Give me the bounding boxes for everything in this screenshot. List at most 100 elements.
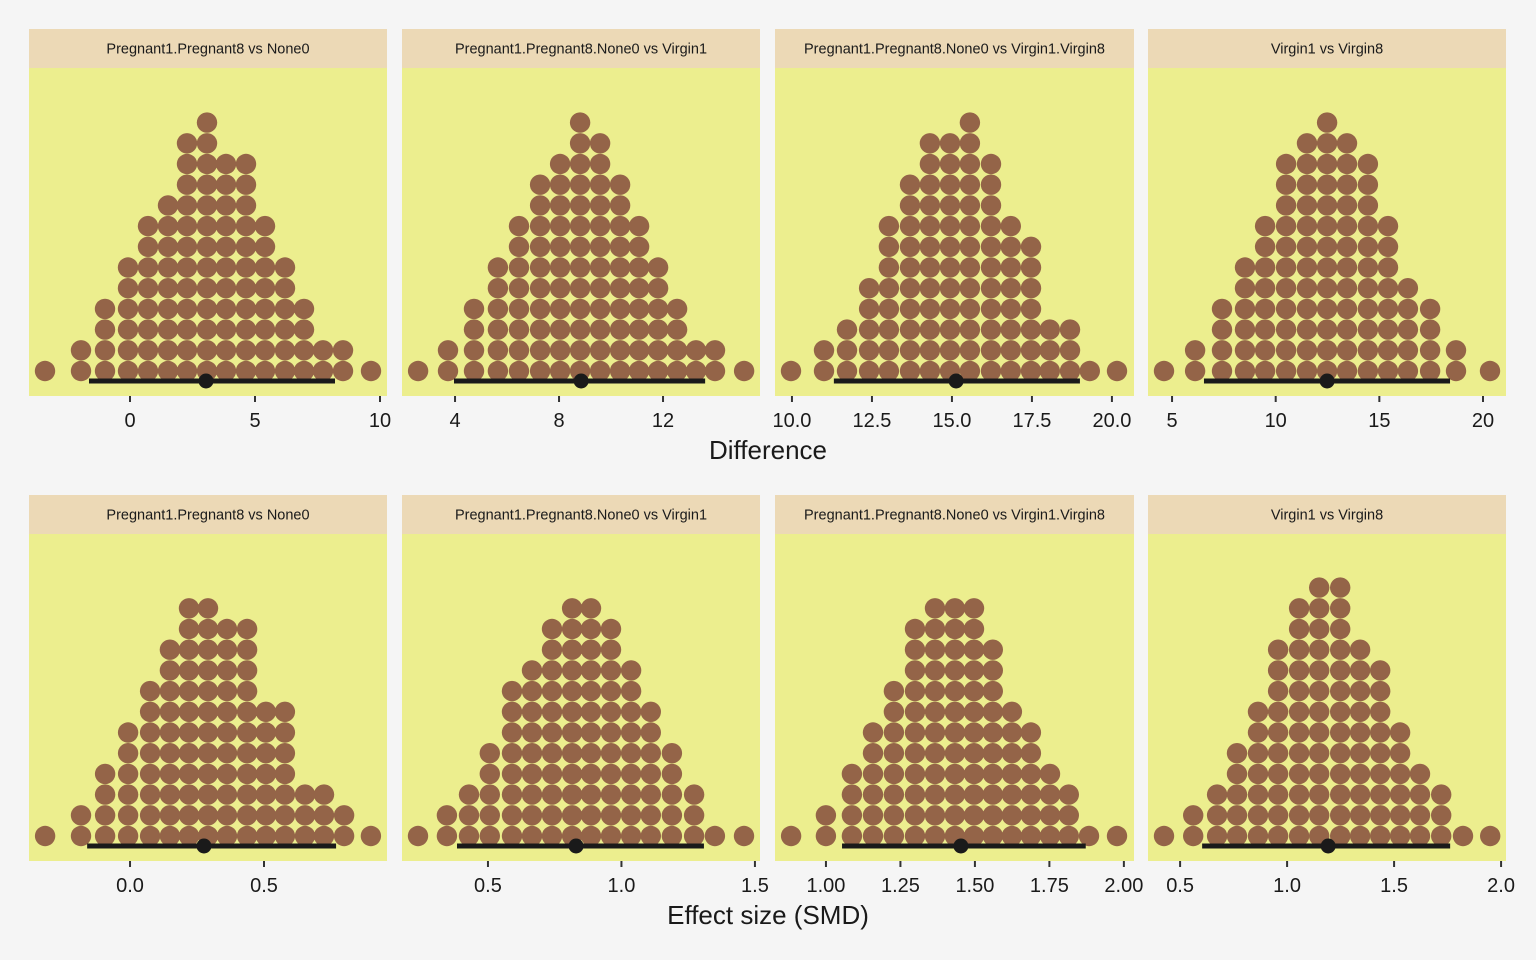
dot <box>1275 195 1297 216</box>
dot <box>1370 660 1391 681</box>
dot <box>609 340 631 361</box>
dot <box>561 701 583 722</box>
dot <box>858 340 880 361</box>
dot <box>1370 784 1391 805</box>
dot <box>944 743 966 764</box>
dot <box>541 825 563 847</box>
dot <box>1001 722 1023 743</box>
dot <box>628 215 650 237</box>
dot <box>1309 598 1330 619</box>
dot <box>34 825 56 847</box>
dot <box>1288 825 1310 847</box>
dot <box>313 825 335 847</box>
dot <box>1445 340 1467 361</box>
dot <box>561 743 583 764</box>
dot <box>862 784 884 805</box>
dot <box>959 319 981 340</box>
dot <box>609 215 631 237</box>
dot <box>1330 680 1351 702</box>
dot <box>589 174 611 195</box>
facet-title: Pregnant1.Pregnant8.None0 vs Virgin1 <box>455 508 707 524</box>
dot <box>569 298 591 320</box>
dot <box>332 340 354 361</box>
x-tick-label: 5 <box>249 410 260 432</box>
dot <box>1020 825 1042 847</box>
dot <box>939 195 961 216</box>
dot <box>580 805 602 826</box>
dot <box>982 660 1003 681</box>
dot <box>1389 825 1411 847</box>
dot <box>236 743 258 764</box>
x-tick-label: 20.0 <box>1092 410 1131 432</box>
dot <box>274 763 296 785</box>
dot <box>569 133 591 154</box>
dot <box>508 278 530 299</box>
x-tick-label: 4 <box>449 410 460 432</box>
panel: Virgin1 vs Virgin8 0.5 1.0 1.5 2.0 <box>1148 495 1515 897</box>
dot <box>858 319 880 340</box>
dot <box>1288 722 1310 743</box>
dot <box>529 195 551 216</box>
dot <box>919 133 941 154</box>
dot <box>1389 743 1411 764</box>
x-tick-label: 15 <box>1368 410 1390 432</box>
dot <box>666 298 688 320</box>
x-tick-label: 10.0 <box>772 410 811 432</box>
dot <box>178 618 200 640</box>
dot <box>1275 257 1297 278</box>
dot <box>589 133 611 154</box>
dot <box>836 319 858 340</box>
dot <box>1020 257 1042 278</box>
panel: Pregnant1.Pregnant8.None0 vs Virgin1.Vir… <box>772 29 1134 432</box>
dot <box>196 340 218 361</box>
dot <box>529 298 551 320</box>
dot <box>1275 215 1297 237</box>
dot <box>939 298 961 320</box>
dot <box>1336 236 1358 257</box>
dot <box>959 133 981 154</box>
dot <box>980 278 1002 299</box>
dot <box>159 660 181 681</box>
x-tick-label: 0.0 <box>116 875 144 897</box>
dot <box>919 257 941 278</box>
dot <box>1349 763 1371 785</box>
dot <box>561 784 583 805</box>
dot <box>685 340 707 361</box>
dot <box>919 153 941 175</box>
dot <box>197 618 219 640</box>
dot <box>1330 825 1351 847</box>
dot <box>215 319 237 340</box>
dot <box>1267 680 1289 702</box>
dot <box>236 722 258 743</box>
dot <box>1316 319 1338 340</box>
dot <box>1316 174 1338 195</box>
dot <box>117 784 139 805</box>
dot <box>176 298 198 320</box>
dot <box>1001 701 1023 722</box>
dot <box>1020 298 1042 320</box>
dot <box>1397 298 1419 320</box>
x-tick-label: 5 <box>1166 410 1177 432</box>
dot <box>215 195 237 216</box>
dot <box>1000 319 1021 340</box>
dot <box>1106 360 1128 382</box>
dot <box>982 743 1003 764</box>
dot <box>1020 340 1042 361</box>
dot <box>1288 598 1310 619</box>
dot <box>293 319 315 340</box>
dot <box>1234 319 1256 340</box>
dot <box>640 825 661 847</box>
dot <box>883 784 905 805</box>
dot <box>1254 360 1276 382</box>
dot <box>1357 257 1379 278</box>
point-estimate <box>196 838 212 854</box>
dot <box>235 257 257 278</box>
dot <box>899 360 921 382</box>
dot <box>1316 278 1338 299</box>
dot <box>980 257 1002 278</box>
dot <box>197 805 219 826</box>
dot <box>939 215 961 237</box>
dot <box>1309 577 1330 598</box>
dot <box>274 319 296 340</box>
dot <box>541 680 563 702</box>
